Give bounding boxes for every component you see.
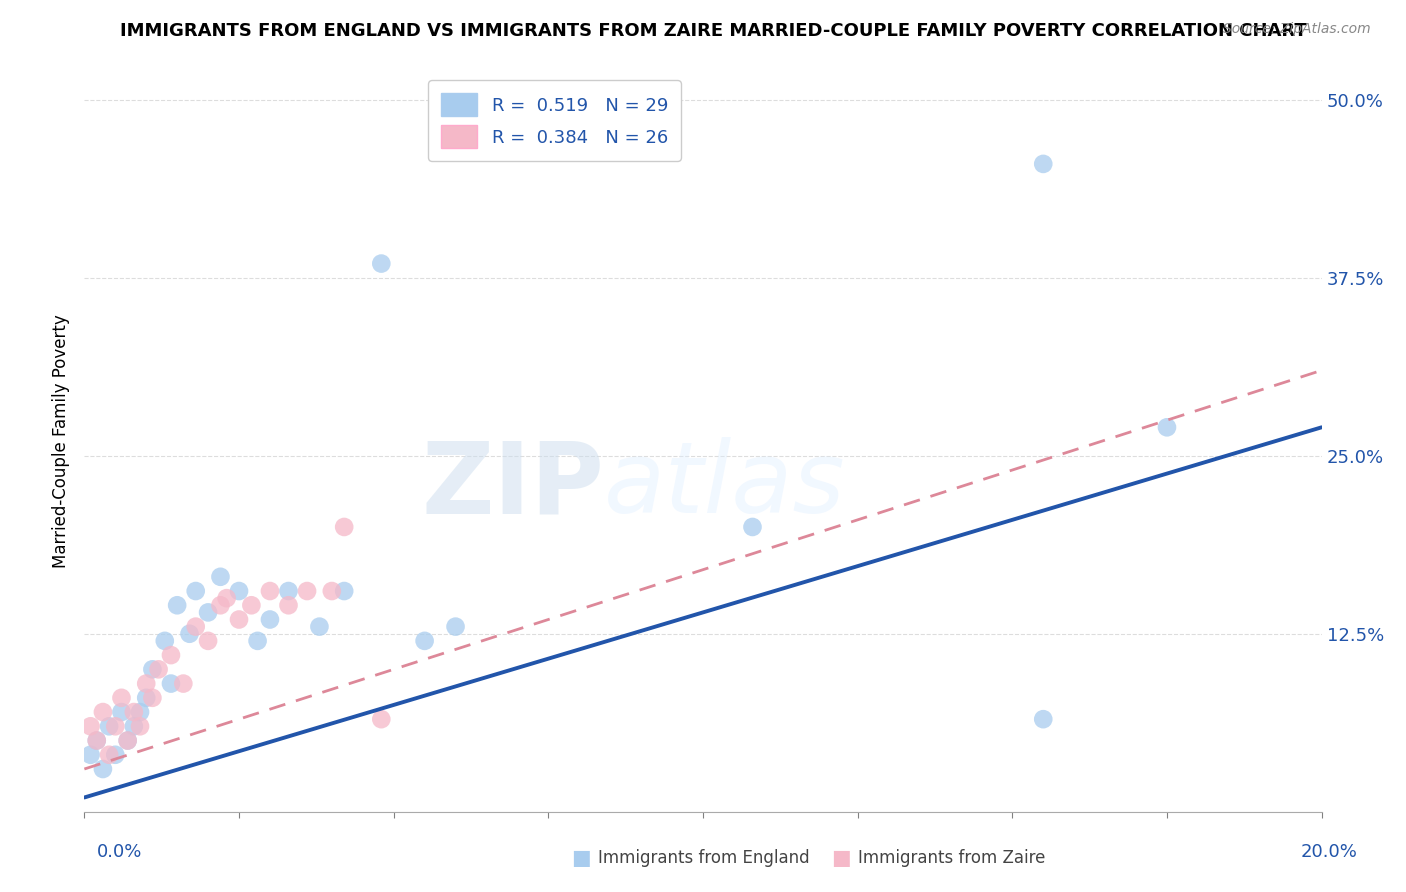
Point <box>277 599 299 613</box>
Point <box>166 599 188 613</box>
Point <box>141 690 163 705</box>
Text: ZIP: ZIP <box>422 437 605 534</box>
Point <box>129 705 152 719</box>
Point <box>259 584 281 599</box>
Point <box>129 719 152 733</box>
Point <box>240 599 263 613</box>
Point <box>122 705 145 719</box>
Text: 20.0%: 20.0% <box>1301 843 1357 861</box>
Point <box>98 747 121 762</box>
Point <box>179 626 201 640</box>
Point <box>79 747 101 762</box>
Point <box>79 719 101 733</box>
Point <box>215 591 238 606</box>
Text: 0.0%: 0.0% <box>97 843 142 861</box>
Point <box>333 584 356 599</box>
Point <box>308 619 330 633</box>
Point <box>370 256 392 270</box>
Point <box>98 719 121 733</box>
Point <box>160 648 183 662</box>
Point <box>295 584 318 599</box>
Point <box>110 705 132 719</box>
Point <box>153 633 176 648</box>
Point <box>184 584 207 599</box>
Point <box>321 584 343 599</box>
Point <box>370 712 392 726</box>
Point <box>172 676 194 690</box>
Point <box>413 633 436 648</box>
Y-axis label: Married-Couple Family Poverty: Married-Couple Family Poverty <box>52 315 70 568</box>
Point <box>91 705 114 719</box>
Text: atlas: atlas <box>605 437 845 534</box>
Point <box>117 733 139 747</box>
Point <box>1032 712 1054 726</box>
Point <box>228 584 250 599</box>
Point <box>333 520 356 534</box>
Point <box>444 619 467 633</box>
Text: Source: ZipAtlas.com: Source: ZipAtlas.com <box>1223 22 1371 37</box>
Point <box>246 633 269 648</box>
Point <box>209 570 232 584</box>
Text: Immigrants from Zaire: Immigrants from Zaire <box>858 849 1045 867</box>
Legend: R =  0.519   N = 29, R =  0.384   N = 26: R = 0.519 N = 29, R = 0.384 N = 26 <box>429 80 681 161</box>
Text: ■: ■ <box>831 848 851 868</box>
Point <box>122 719 145 733</box>
Point <box>259 613 281 627</box>
Point <box>160 676 183 690</box>
Text: IMMIGRANTS FROM ENGLAND VS IMMIGRANTS FROM ZAIRE MARRIED-COUPLE FAMILY POVERTY C: IMMIGRANTS FROM ENGLAND VS IMMIGRANTS FR… <box>120 22 1306 40</box>
Point <box>197 633 219 648</box>
Point <box>104 719 127 733</box>
Point <box>741 520 763 534</box>
Point <box>228 613 250 627</box>
Point <box>197 606 219 620</box>
Point <box>86 733 108 747</box>
Point <box>184 619 207 633</box>
Point <box>148 662 170 676</box>
Text: Immigrants from England: Immigrants from England <box>598 849 810 867</box>
Point <box>86 733 108 747</box>
Point <box>141 662 163 676</box>
Text: ■: ■ <box>571 848 591 868</box>
Point <box>117 733 139 747</box>
Point <box>209 599 232 613</box>
Point <box>91 762 114 776</box>
Point <box>277 584 299 599</box>
Point <box>1156 420 1178 434</box>
Point <box>104 747 127 762</box>
Point <box>135 676 157 690</box>
Point <box>1032 157 1054 171</box>
Point <box>135 690 157 705</box>
Point <box>110 690 132 705</box>
